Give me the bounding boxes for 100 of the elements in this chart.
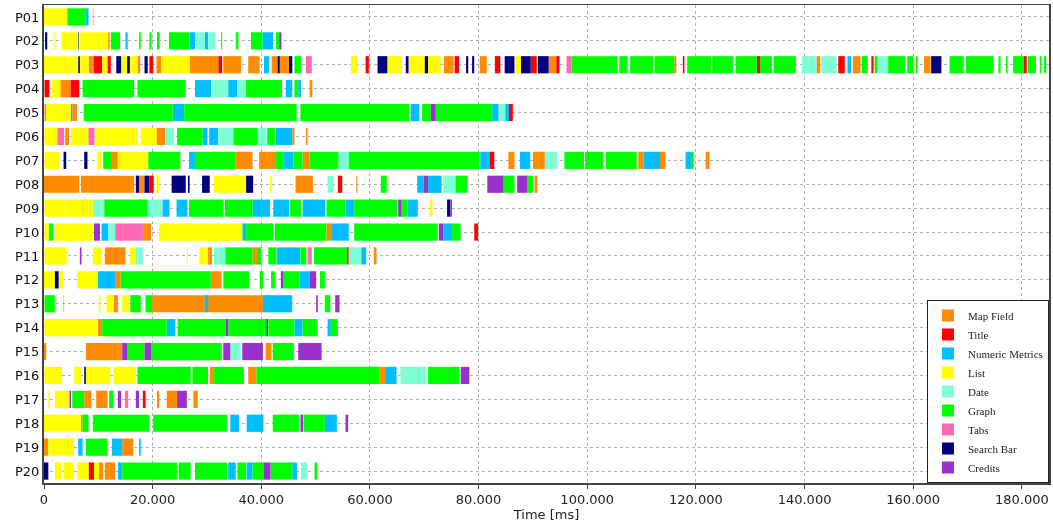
legend-label: Title [968,328,989,341]
bar [82,414,89,432]
bar [71,127,89,146]
bar [142,223,152,241]
bar [117,151,148,169]
bar [79,56,89,74]
bar [161,56,190,74]
bar [309,271,317,289]
bar [335,295,340,313]
bar [361,247,367,265]
bar [275,127,293,146]
bar [605,151,637,169]
bar [88,127,95,146]
bar [85,438,108,456]
bar [380,175,387,193]
bar [111,151,118,169]
bar [428,175,442,193]
bar [821,56,837,74]
bar [330,319,338,337]
bar [530,56,537,74]
bar [121,56,128,74]
bar [479,56,487,74]
bar [147,199,163,217]
bar [262,295,293,313]
bar [166,319,176,337]
bar [142,390,146,408]
bar [801,56,817,74]
bar [274,223,327,241]
bar [302,319,318,337]
bar [44,56,79,74]
bar [156,175,160,193]
bar [270,462,293,480]
bar [44,414,81,432]
bar [214,247,226,265]
bar [61,32,78,50]
bar [283,271,300,289]
bar [223,271,250,289]
bar [327,175,334,193]
bar [107,56,111,74]
bar [92,247,102,265]
bar [931,56,942,74]
bar [224,199,253,217]
bar [214,175,247,193]
bar [548,56,557,74]
bar [223,56,242,74]
bar [298,342,322,361]
bar [149,56,154,74]
bar [246,175,254,193]
bar [256,127,267,146]
bar [44,462,49,480]
bar [309,151,339,169]
bar [95,127,138,146]
bar [44,295,55,313]
bar [149,175,154,193]
bar [280,271,284,289]
bar [544,151,558,169]
bar [428,366,460,385]
bar [674,56,677,74]
bar [225,247,253,265]
bar [385,366,397,385]
bar [135,390,140,408]
bar [202,175,210,193]
bar [283,151,294,169]
bar [435,103,493,122]
bar [111,438,123,456]
bar [77,271,98,289]
bar [252,247,257,265]
bar [104,199,148,217]
bar [106,295,114,313]
bar [44,223,49,241]
bar [195,80,212,98]
bar [1027,56,1036,74]
bar [630,56,653,74]
bar [295,175,313,193]
bar [113,295,118,313]
bar [166,390,178,408]
bar [275,151,284,169]
bar [417,175,424,193]
legend-label: List [968,366,986,379]
bar [210,271,222,289]
bar [505,103,510,122]
bar [45,32,48,50]
bar [189,151,196,169]
bar [92,414,150,432]
y-tick-label: P18 [15,415,40,431]
bar [248,366,257,385]
bar [101,223,109,241]
bar [177,390,187,408]
x-tick-label: 160.000 [886,492,941,508]
y-tick-label: P16 [15,368,40,383]
bar [327,319,331,337]
bar [263,462,271,480]
bar [290,199,301,217]
bar [294,56,301,74]
bar [407,199,418,217]
bar [54,462,62,480]
bar [80,175,135,193]
bar [289,56,293,74]
bar [455,175,468,193]
bar [79,32,109,50]
